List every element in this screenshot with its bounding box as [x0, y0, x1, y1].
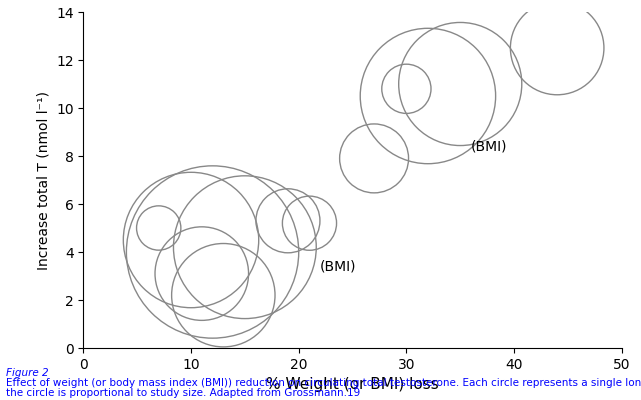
Text: (BMI): (BMI) — [471, 139, 508, 153]
Point — [186, 237, 196, 243]
Point — [552, 45, 562, 51]
Point — [304, 220, 315, 226]
Point — [208, 249, 218, 255]
Text: Effect of weight (or body mass index (BMI)) reduction on circulating total testo: Effect of weight (or body mass index (BM… — [6, 378, 641, 388]
Point — [154, 225, 164, 231]
Y-axis label: Increase total T (nmol l⁻¹): Increase total T (nmol l⁻¹) — [37, 90, 51, 270]
Point — [423, 93, 433, 99]
Text: (BMI): (BMI) — [320, 259, 357, 273]
X-axis label: % Weight (or BMI) loss: % Weight (or BMI) loss — [266, 377, 439, 392]
Point — [283, 218, 293, 224]
Text: Figure 2: Figure 2 — [6, 368, 49, 378]
Point — [197, 270, 207, 277]
Point — [218, 292, 228, 298]
Text: the circle is proportional to study size. Adapted from Grossmann.19: the circle is proportional to study size… — [6, 388, 361, 398]
Point — [369, 155, 379, 162]
Point — [401, 86, 412, 92]
Point — [240, 244, 250, 250]
Point — [455, 81, 465, 87]
